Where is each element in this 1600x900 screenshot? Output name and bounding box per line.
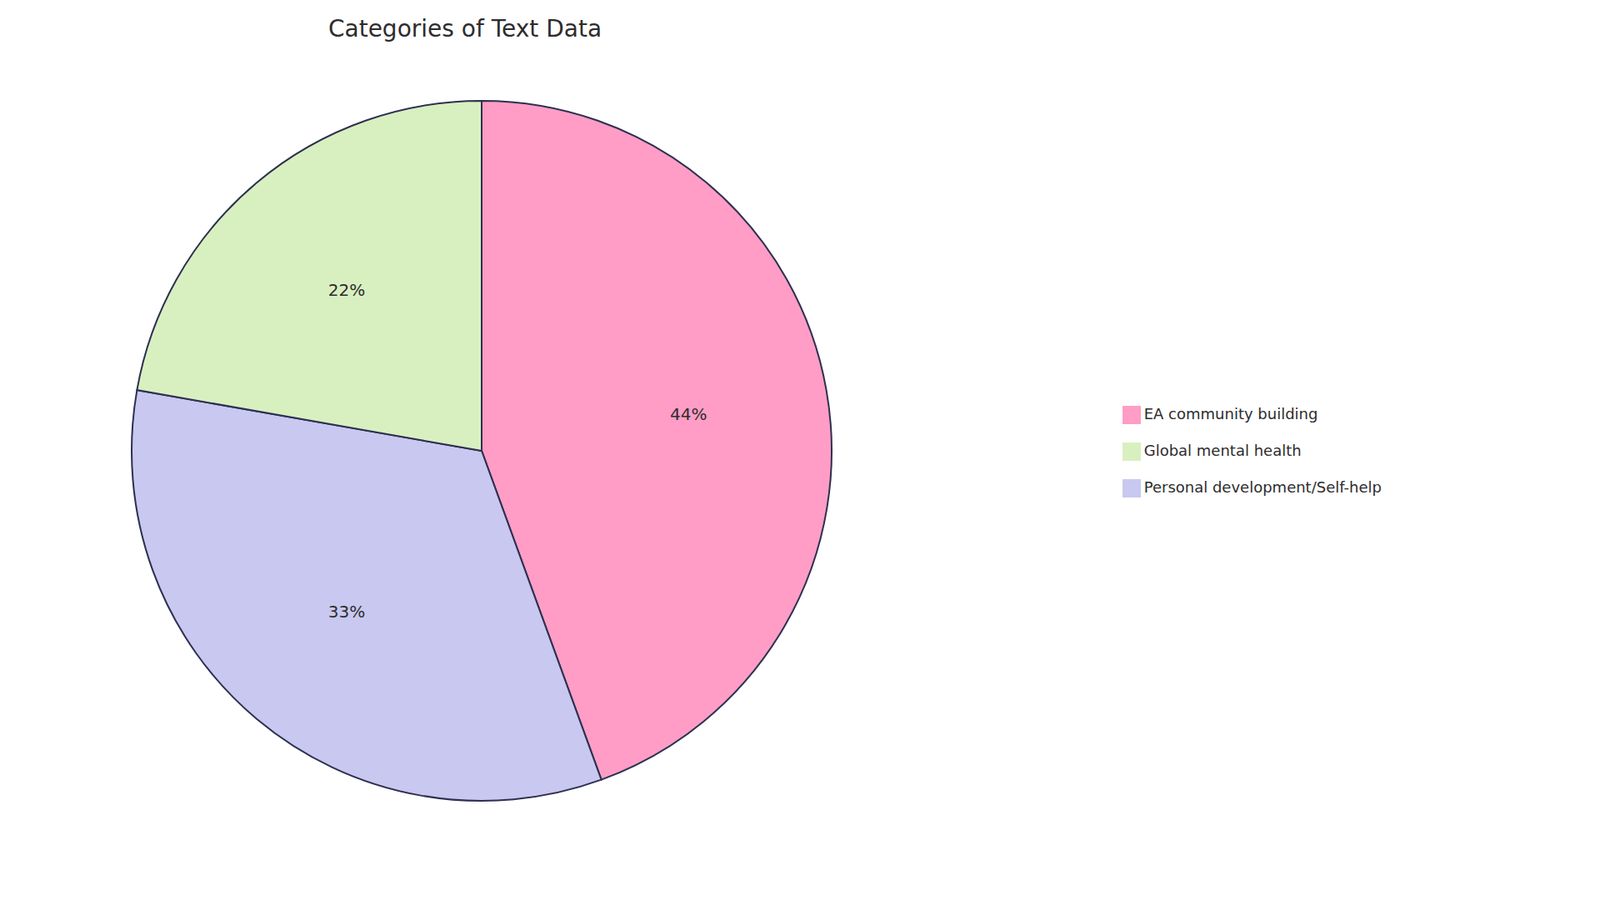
html-text:Categories of Text Data: Categories of Text Data bbox=[328, 15, 602, 43]
svg-text:22%: 22% bbox=[328, 280, 365, 300]
html-text:EA community building: EA community building bbox=[1143, 405, 1318, 423]
svg-text:33%: 33% bbox=[328, 601, 365, 622]
svg-text:44%: 44% bbox=[670, 404, 707, 425]
html-text:Personal development/Self-help: Personal development/Self-help bbox=[1143, 478, 1382, 496]
html-text:Global mental health: Global mental health bbox=[1143, 441, 1302, 460]
